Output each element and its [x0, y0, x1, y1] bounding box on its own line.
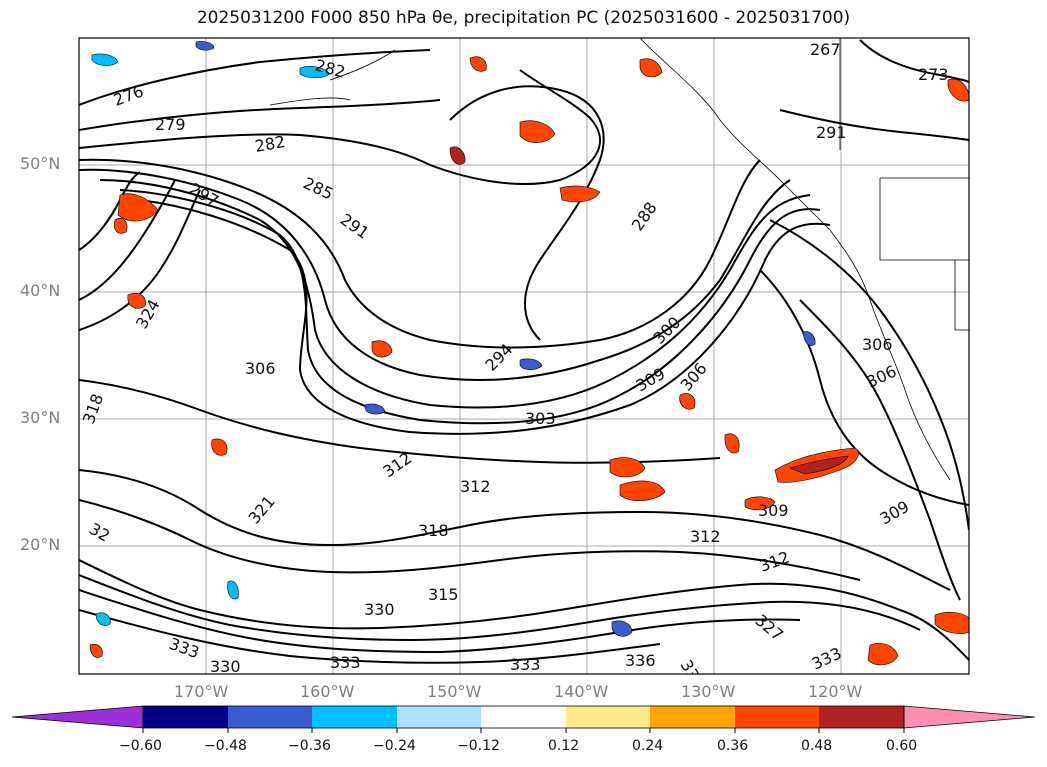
contour-label: 336	[625, 651, 656, 670]
lat-label: 40°N	[20, 281, 61, 300]
colorbar-tick-label: 0.60	[886, 738, 918, 754]
colorbar-segment	[312, 706, 397, 728]
colorbar-segment	[397, 706, 481, 728]
contour-label: 291	[816, 123, 847, 142]
lon-label: 120°W	[808, 682, 863, 701]
contour-label: 303	[525, 409, 556, 428]
colorbar-segment	[228, 706, 312, 728]
colorbar-segment	[481, 706, 566, 728]
contour-label: 306	[245, 359, 276, 378]
lon-label: 150°W	[427, 682, 482, 701]
contour-label: 312	[460, 477, 491, 496]
graticule	[79, 38, 969, 674]
colorbar-tick-label: 0.48	[801, 738, 833, 754]
coastlines	[269, 38, 969, 481]
lon-label: 130°W	[681, 682, 736, 701]
contour-label: 306	[862, 335, 893, 354]
contour-label: 333	[330, 653, 361, 672]
contour-label: 330	[210, 657, 241, 676]
contour-label: 309	[758, 501, 789, 520]
colorbar-extend-high	[903, 705, 1036, 729]
colorbar-tick-label: −0.24	[373, 738, 416, 754]
colorbar-tick-label: −0.36	[288, 738, 331, 754]
lat-label: 50°N	[20, 154, 61, 173]
colorbar-tick-label: 0.36	[717, 738, 749, 754]
lon-label: 160°W	[300, 682, 355, 701]
contour-label: 267	[810, 40, 841, 59]
colorbar-extend-low	[11, 705, 144, 729]
colorbar-segment	[819, 706, 904, 728]
colorbar-tick-label: 0.24	[632, 738, 664, 754]
lat-label: 20°N	[20, 535, 61, 554]
map-frame	[78, 37, 970, 675]
colorbar-segment	[143, 706, 228, 728]
lon-label: 170°W	[174, 682, 229, 701]
colorbar-tick-label: −0.60	[119, 738, 162, 754]
colorbar-tick-label: −0.48	[204, 738, 247, 754]
map-title: 2025031200 F000 850 hPa θe, precipitatio…	[196, 8, 851, 28]
lon-label: 140°W	[554, 682, 609, 701]
map-area: 276 279 282 282 285 291 288 267 273 291 …	[78, 37, 970, 676]
contour-label: 273	[918, 65, 949, 84]
contour-label: 318	[418, 521, 449, 540]
colorbar-segment	[566, 706, 650, 728]
contour-label: 315	[428, 585, 459, 604]
colorbar-tick-label: 0.12	[548, 738, 580, 754]
colorbar-tick-label: −0.12	[457, 738, 500, 754]
colorbar	[11, 705, 1036, 733]
lat-label: 30°N	[20, 408, 61, 427]
colorbar-segment	[735, 706, 819, 728]
theta-e-contours	[79, 39, 969, 664]
contour-label: 312	[690, 527, 721, 546]
colorbar-segment	[650, 706, 735, 728]
contour-label: 279	[155, 115, 186, 134]
contour-label: 330	[364, 600, 395, 619]
contour-label: 333	[510, 655, 541, 674]
precip-patches	[89, 41, 969, 666]
